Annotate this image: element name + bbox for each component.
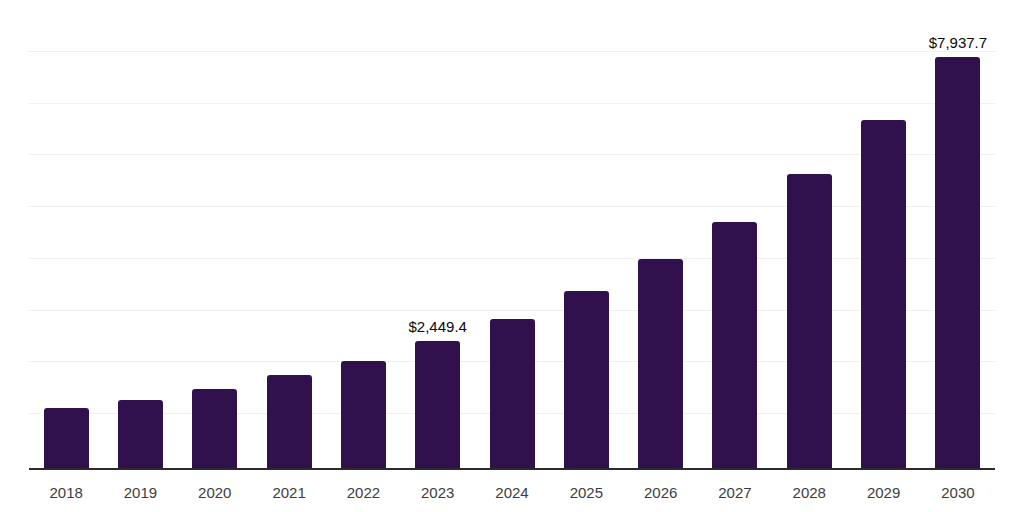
bar-2023 [415,341,460,468]
bar-slot-2028 [772,0,846,468]
x-axis-label-2019: 2019 [103,470,177,501]
value-label-2023: $2,449.4 [409,318,467,336]
plot-area: $2,449.4 $7,937.7 [29,0,995,470]
bar-slot-2023: $2,449.4 [401,0,475,468]
x-axis-label-2021: 2021 [252,470,326,501]
bar-2028 [787,174,832,468]
value-label-2030: $7,937.7 [929,34,987,52]
bar-2026 [638,259,683,468]
bar-slot-2027 [698,0,772,468]
x-axis-label-2018: 2018 [29,470,103,501]
bar-chart: $2,449.4$7,937.7 20182019202020212022202… [0,0,1024,512]
bar-slot-2022 [326,0,400,468]
bar-2027 [712,222,757,469]
bar-2018 [44,408,89,468]
x-axis-label-2022: 2022 [326,470,400,501]
x-axis-label-2023: 2023 [401,470,475,501]
bar-2021 [267,375,312,468]
bar-slot-2024 [475,0,549,468]
x-axis-label-2027: 2027 [698,470,772,501]
x-axis-label-2028: 2028 [772,470,846,501]
bar-slot-2018 [29,0,103,468]
bar-slot-2026 [624,0,698,468]
bar-2024 [490,319,535,468]
x-axis-label-2030: 2030 [921,470,995,501]
bar-slot-2029 [846,0,920,468]
bar-2029 [861,120,906,469]
bar-2020 [192,389,237,468]
x-axis-labels: 2018201920202021202220232024202520262027… [29,470,995,501]
bar-2025 [564,291,609,468]
x-axis-label-2026: 2026 [624,470,698,501]
bar-2030 [935,57,980,468]
bar-slot-2021 [252,0,326,468]
x-axis-label-2024: 2024 [475,470,549,501]
bars: $2,449.4 $7,937.7 [29,0,995,468]
bar-2019 [118,400,163,468]
bar-slot-2019 [103,0,177,468]
bar-slot-2025 [549,0,623,468]
x-axis-label-2020: 2020 [178,470,252,501]
bar-2022 [341,361,386,468]
x-axis-label-2025: 2025 [549,470,623,501]
bar-slot-2030: $7,937.7 [921,0,995,468]
bar-slot-2020 [178,0,252,468]
x-axis-label-2029: 2029 [846,470,920,501]
